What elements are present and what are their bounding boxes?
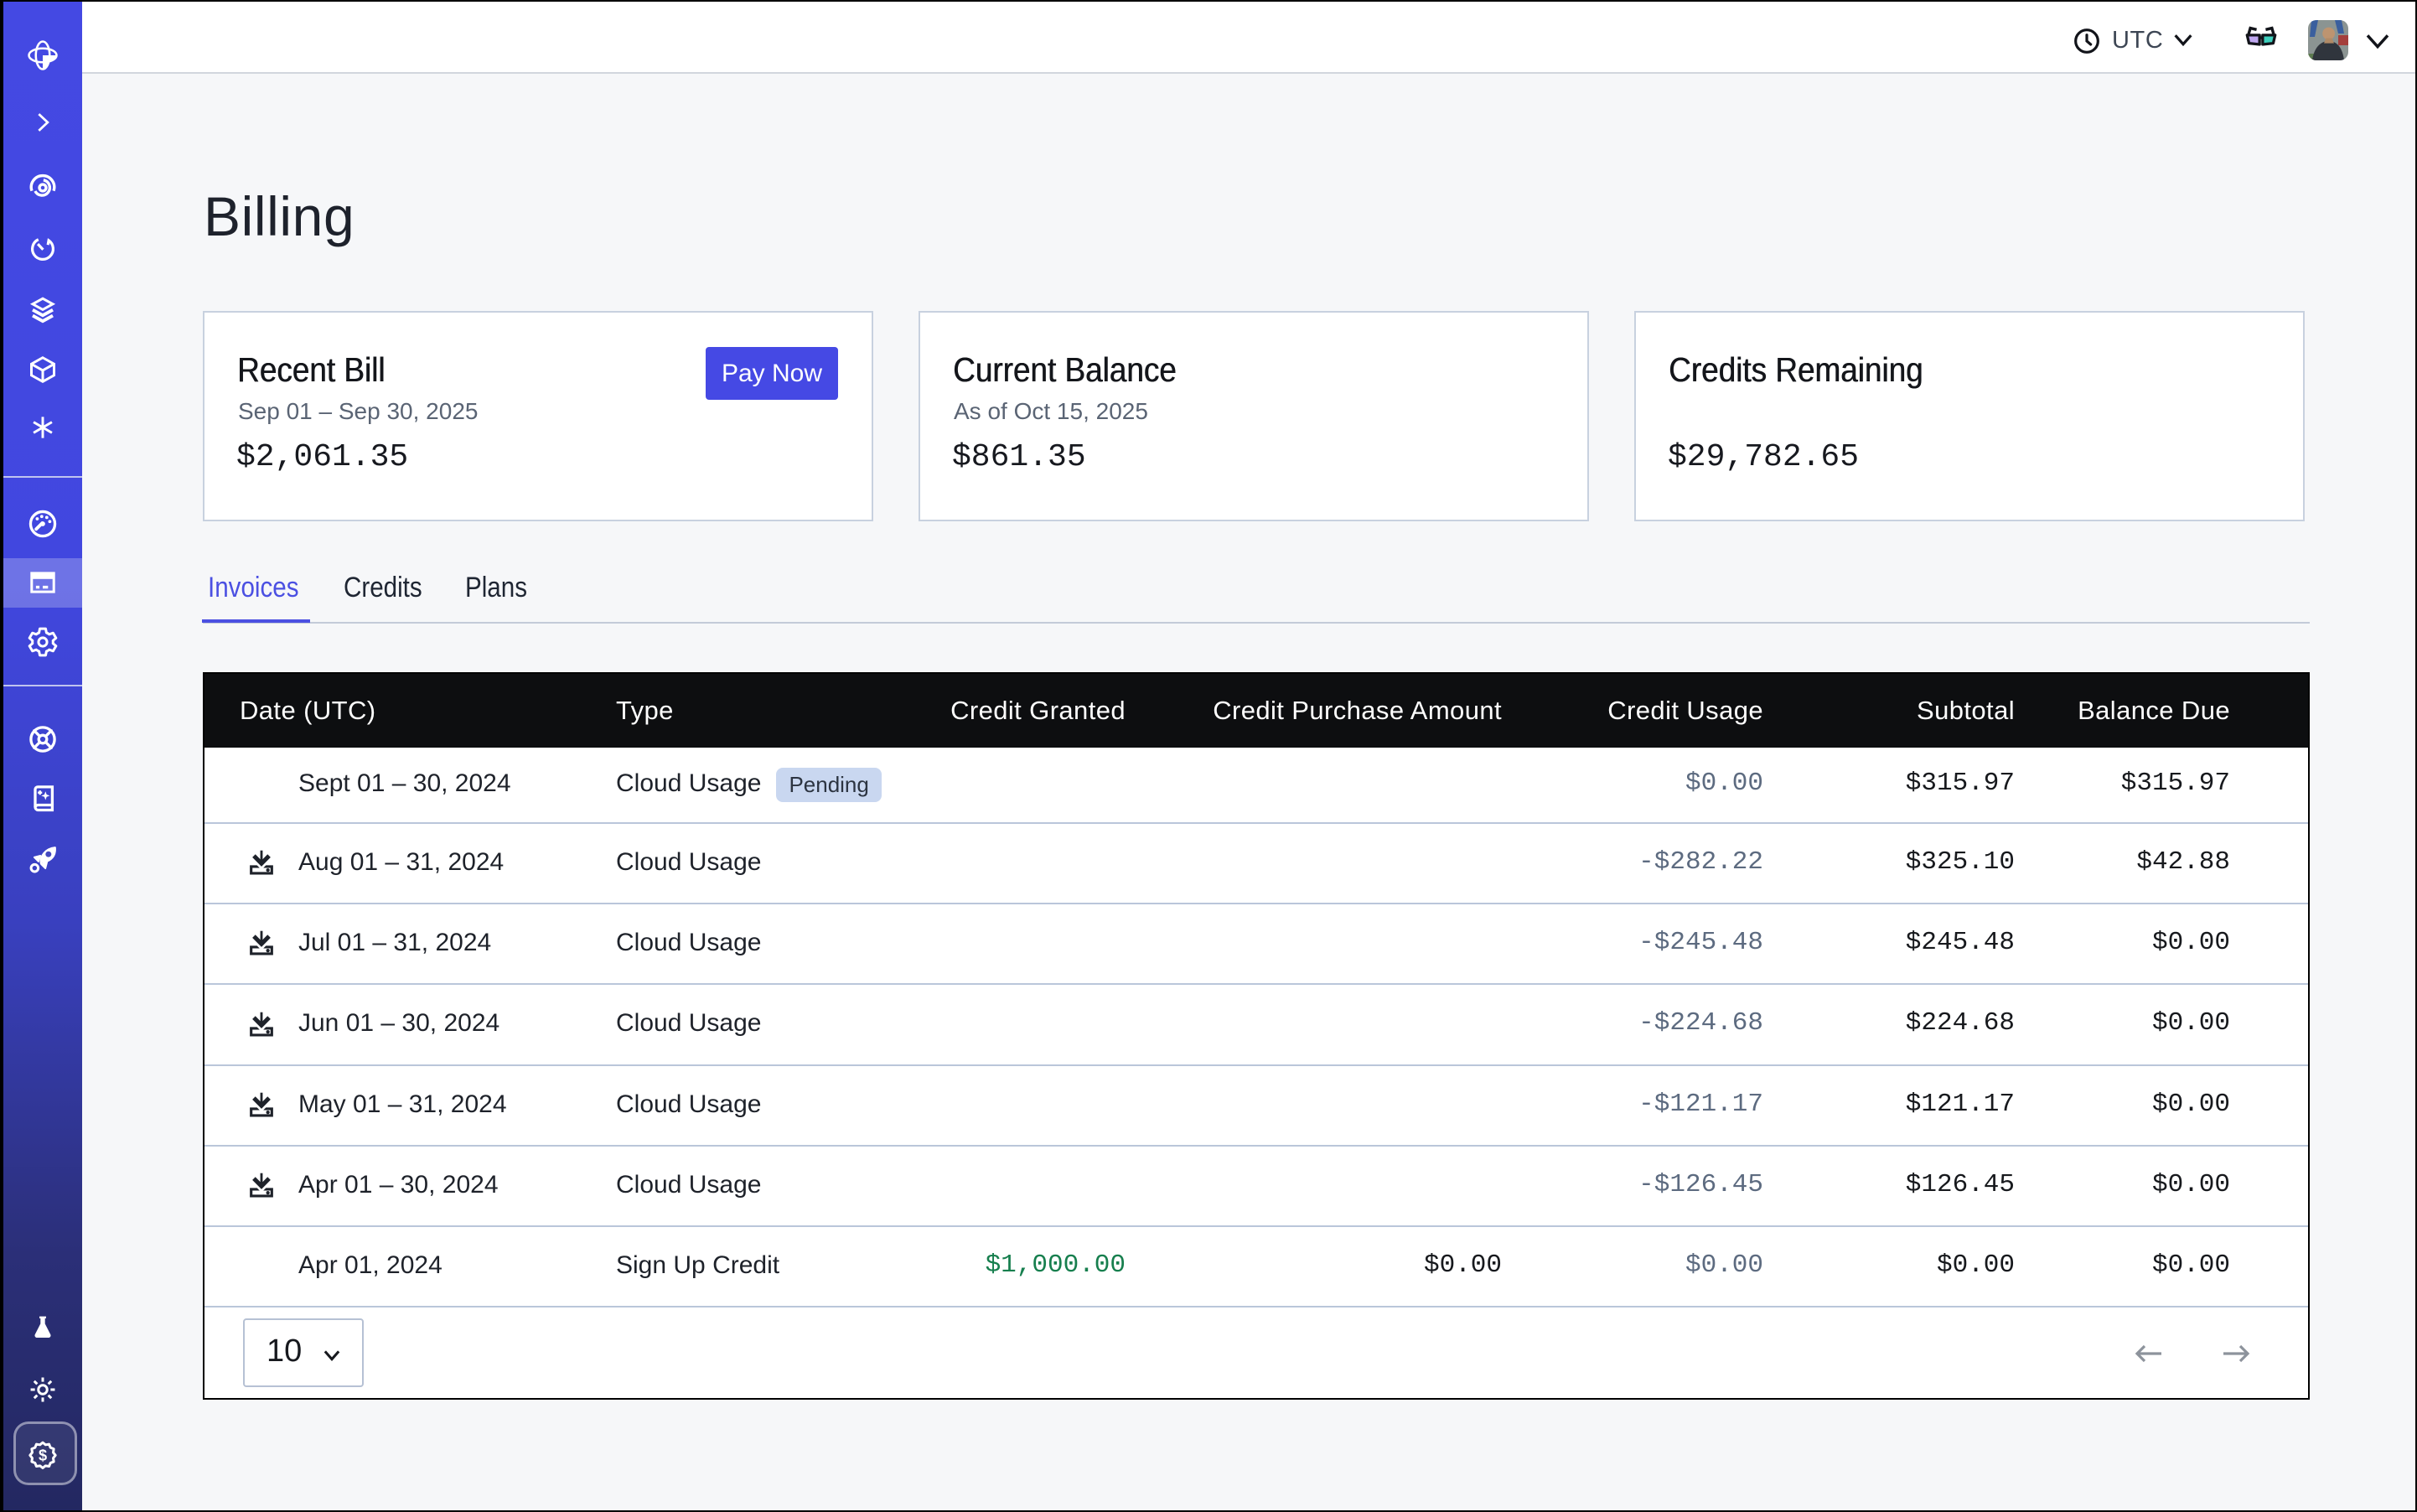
- svg-text:$: $: [39, 1447, 47, 1464]
